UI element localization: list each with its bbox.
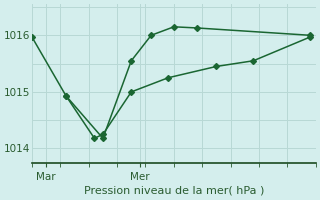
X-axis label: Pression niveau de la mer( hPa ): Pression niveau de la mer( hPa ) xyxy=(84,186,264,196)
